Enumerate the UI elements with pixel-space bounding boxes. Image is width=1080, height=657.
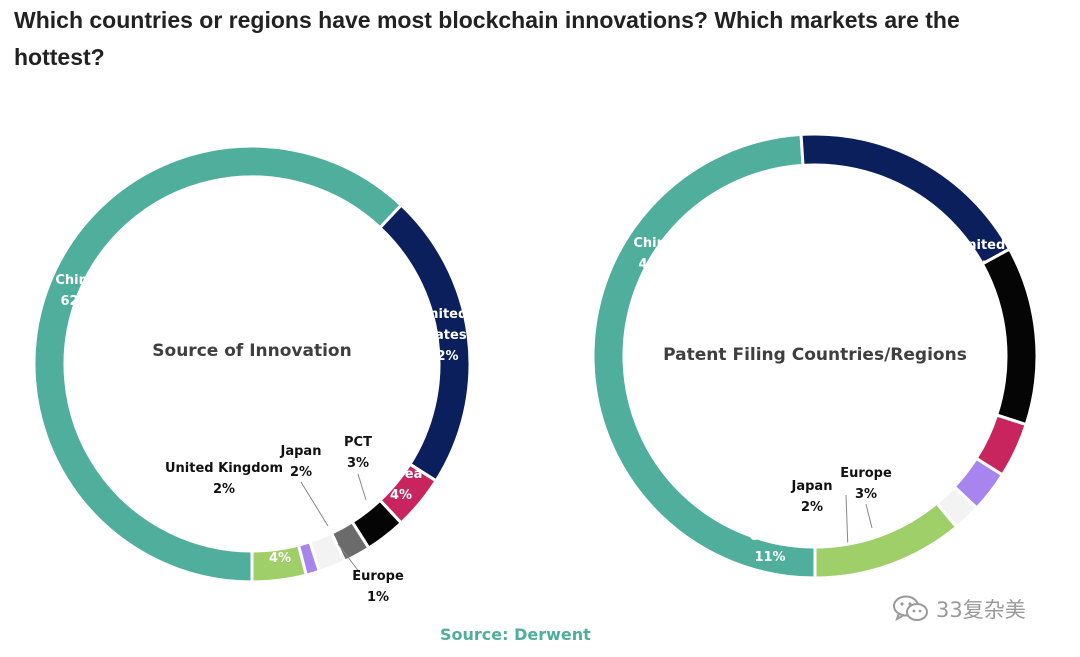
data-label-europe: Europe 1% bbox=[352, 569, 404, 605]
donut-chart-1: China 62% United States 22% Korea 4% PCT 3% Unite… bbox=[32, 144, 472, 605]
slice-china bbox=[32, 144, 404, 584]
data-label-china: China 62% bbox=[55, 273, 96, 309]
chart-title-1: Source of Innovation bbox=[152, 341, 351, 361]
source-note: Source: Derwent bbox=[440, 625, 591, 644]
chart-title-2: Patent Filing Countries/Regions bbox=[663, 345, 967, 365]
data-label-other: Other 4% bbox=[259, 530, 301, 566]
data-label-other: Other 11% bbox=[749, 529, 791, 565]
leader-line-europe bbox=[337, 543, 361, 574]
headline: Which countries or regions have most blo… bbox=[14, 7, 960, 70]
donut-chart-2: China49%UnitedStates18%PCT13%Korea4%Euro… bbox=[591, 132, 1039, 580]
data-label-japan: Japan 2% bbox=[280, 444, 322, 480]
data-label-pct: PCT 3% bbox=[344, 435, 372, 471]
data-label-united-kingdom: United Kingdom 2% bbox=[165, 461, 283, 497]
leader-line-europe bbox=[865, 503, 873, 529]
leader-line-japan bbox=[845, 494, 849, 551]
data-label-united-states: United States 22% bbox=[419, 307, 468, 364]
leader-line-pct bbox=[357, 473, 367, 501]
wechat-icon bbox=[893, 595, 928, 622]
data-label-japan: Japan 2% bbox=[791, 479, 833, 515]
data-label-europe: Europe 3% bbox=[840, 466, 892, 502]
data-label-china: China 49% bbox=[633, 236, 674, 272]
watermark: 33复杂美 bbox=[892, 592, 1026, 626]
slice-other bbox=[250, 543, 309, 584]
leader-line-japan bbox=[300, 481, 329, 527]
slice-pct bbox=[980, 247, 1039, 427]
watermark-text: 33复杂美 bbox=[936, 598, 1026, 622]
slice-other bbox=[813, 501, 959, 580]
